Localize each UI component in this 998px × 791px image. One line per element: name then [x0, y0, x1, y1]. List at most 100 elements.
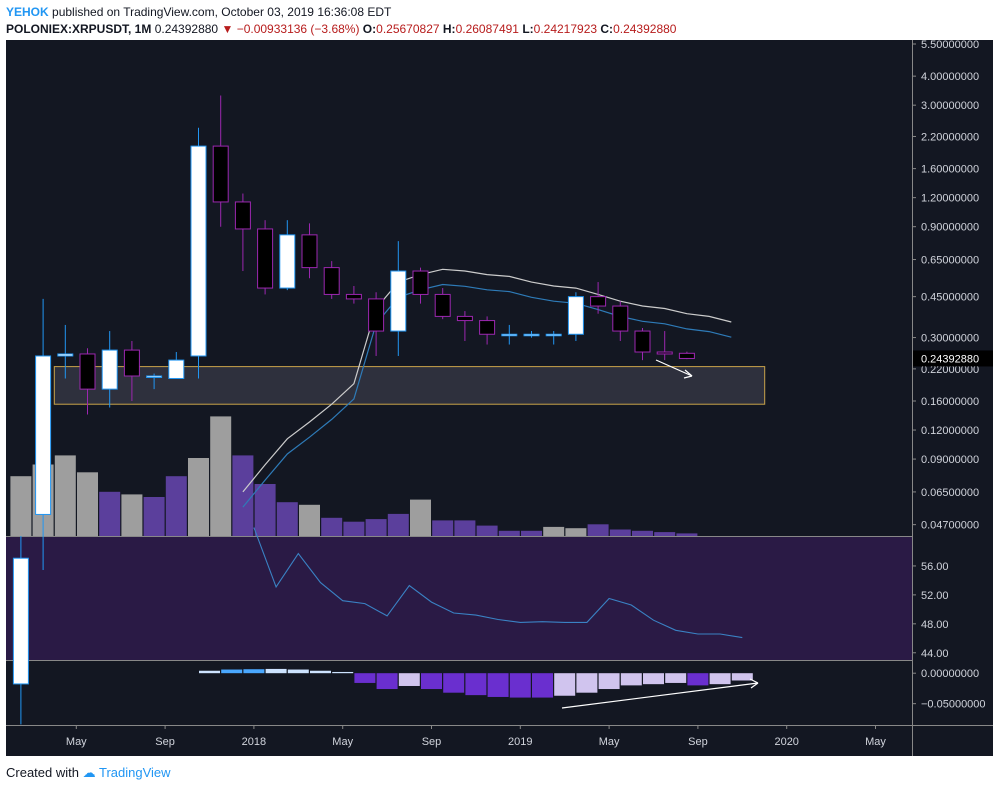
candle-body	[57, 353, 74, 357]
macd-bar	[221, 669, 243, 674]
macd-bar	[665, 673, 687, 683]
volume-bar	[188, 458, 209, 536]
candle-body	[212, 145, 229, 203]
macd-bar	[731, 673, 753, 681]
macd-bar	[465, 673, 487, 696]
price-tick-label: 0.06500000	[921, 487, 979, 499]
volume-bar	[476, 525, 498, 536]
macd-bar	[354, 673, 376, 683]
macd-bar	[576, 673, 598, 693]
high-value: 0.26087491	[455, 22, 519, 36]
last-price-badge	[913, 350, 993, 367]
macd-bar	[443, 673, 465, 693]
price-tick-label: 0.30000000	[921, 333, 979, 345]
candle-body	[123, 349, 140, 377]
x-tick-label: Sep	[688, 736, 708, 748]
volume-bar	[387, 513, 409, 536]
tradingview-brand[interactable]: TradingView	[99, 765, 171, 780]
price-tick-label: 0.09000000	[921, 454, 979, 466]
divergence-arrow-line	[561, 682, 759, 709]
trend-arrow-line	[655, 359, 693, 377]
tradingview-logo-icon: ☁	[82, 765, 96, 780]
candle-body	[545, 333, 562, 337]
candle-body	[678, 352, 695, 359]
macd-bar	[287, 669, 309, 674]
macd-bar	[598, 673, 620, 690]
support-zone	[53, 366, 766, 405]
volume-bar	[365, 519, 387, 536]
footer: Created with ☁ TradingView	[6, 765, 171, 781]
candle-body	[101, 349, 118, 390]
publish-info: YEHOK published on TradingView.com, Octo…	[6, 5, 391, 19]
rsi-tick-label: 44.00	[921, 648, 949, 660]
down-arrow-icon: ▼	[221, 22, 234, 36]
price-tick-label: 1.60000000	[921, 164, 979, 176]
macd-bar	[643, 673, 664, 685]
last-price: 0.24392880	[154, 22, 219, 36]
price-tick-label: 0.22000000	[921, 364, 979, 376]
macd-bar	[310, 670, 331, 674]
candle-body	[168, 359, 185, 379]
price-tick-label: 3.00000000	[921, 100, 979, 112]
macd-bar	[532, 673, 553, 698]
macd-bar	[265, 668, 287, 674]
rsi-panel-background	[6, 537, 912, 660]
x-tick-label: 2018	[242, 736, 266, 748]
high-label: H:	[442, 22, 456, 36]
price-tick-label: 5.50000000	[921, 40, 979, 51]
price-tick-label: 4.00000000	[921, 71, 979, 83]
candle-body	[501, 333, 518, 337]
symbol-info: POLONIEX:XRPUSDT, 1M 0.24392880 ▼ −0.009…	[6, 22, 676, 36]
macd-bar	[398, 673, 420, 686]
macd-bar	[620, 673, 642, 686]
candle-body	[301, 234, 318, 269]
chart-area[interactable]: 5.50000000 4.00000000 3.00000000 2.20000000…	[6, 39, 993, 756]
volume-bar	[77, 472, 98, 536]
x-tick-label: 2019	[508, 736, 532, 748]
low-label: L:	[522, 22, 534, 36]
volume-bar	[632, 530, 653, 536]
price-tick-label: 2.20000000	[921, 131, 979, 143]
ma-slow-line	[242, 268, 732, 493]
candle-body	[634, 330, 651, 353]
macd-bar	[554, 673, 576, 696]
author-name[interactable]: YEHOK	[6, 5, 49, 19]
rsi-tick-label: 52.00	[921, 590, 949, 602]
candle-body	[79, 353, 96, 390]
x-tick-label: May	[865, 736, 886, 748]
candle-body	[368, 298, 385, 332]
volume-bar	[121, 494, 143, 536]
price-tick-label: 0.90000000	[921, 222, 979, 234]
candle-body	[523, 333, 540, 337]
volume-bar	[210, 416, 232, 536]
volume-bar	[54, 455, 76, 536]
macd-bar	[487, 673, 509, 697]
last-price-label: 0.24392880	[921, 353, 979, 365]
macd-bar	[421, 673, 442, 690]
ma-fast-line	[242, 283, 732, 508]
volume-bar	[454, 520, 476, 536]
publish-text: published on TradingView.com, October 03…	[52, 5, 392, 19]
macd-bar	[199, 670, 220, 674]
close-value: 0.24392880	[613, 22, 677, 36]
macd-bar	[243, 669, 265, 674]
price-tick-label: 0.16000000	[921, 396, 979, 408]
candle-body	[323, 267, 340, 295]
price-tick-label: 1.20000000	[921, 193, 979, 205]
low-value: 0.24217923	[533, 22, 598, 36]
chart-svg[interactable]: 5.50000000 4.00000000 3.00000000 2.20000000…	[6, 39, 993, 756]
price-tick-label: 0.04700000	[921, 520, 979, 532]
volume-bar	[543, 526, 565, 536]
macd-bar	[687, 673, 709, 686]
x-tick-label: May	[66, 736, 87, 748]
rsi-tick-label: 56.00	[921, 561, 949, 573]
price-change: −0.00933136 (−3.68%)	[236, 22, 360, 36]
x-tick-label: Sep	[422, 736, 442, 748]
macd-tick-label: 0.00000000	[921, 668, 979, 680]
candle-body	[567, 296, 584, 335]
candle-body	[656, 351, 673, 355]
macd-bar	[376, 673, 398, 690]
macd-bar	[709, 673, 731, 685]
volume-bar	[143, 497, 165, 536]
volume-bar	[676, 533, 698, 536]
